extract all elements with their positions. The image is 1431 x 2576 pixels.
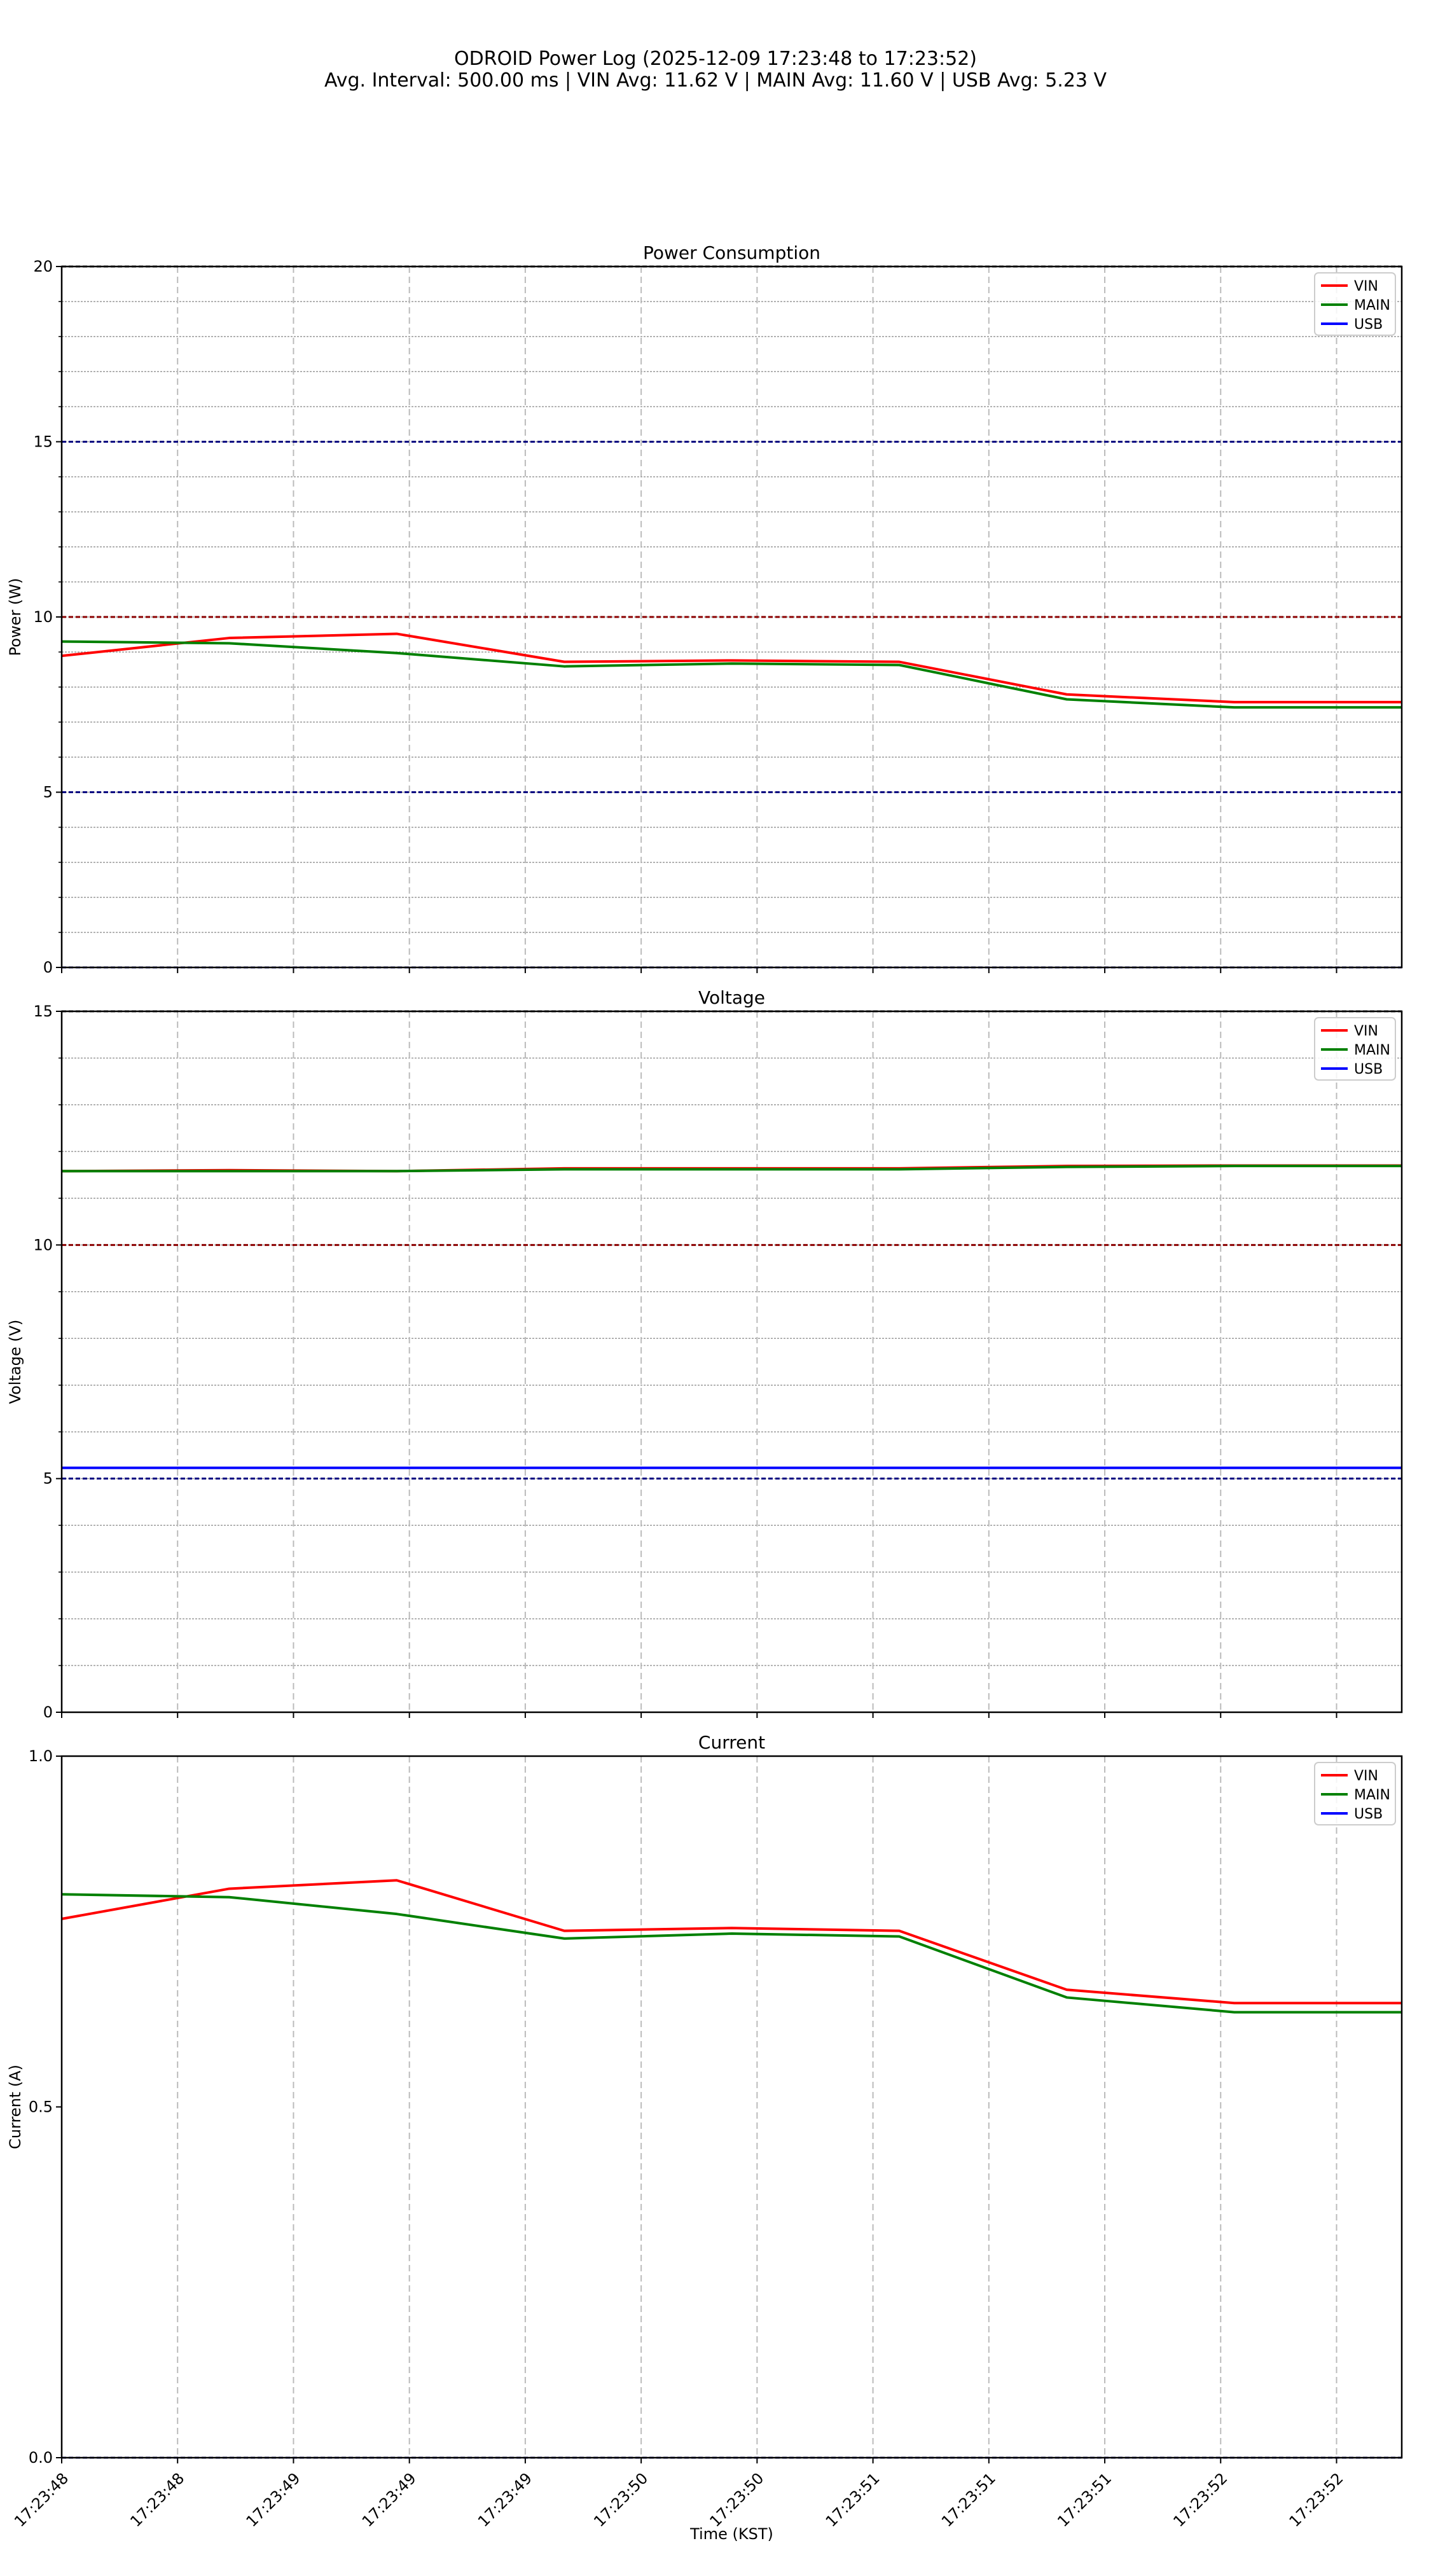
y-axis-label: Voltage (V): [6, 1320, 24, 1404]
x-tick-label: 17:23:51: [822, 2469, 883, 2530]
y-tick-label: 15: [33, 1002, 53, 1020]
series-line-main: [62, 1165, 1402, 1173]
x-tick-label: 17:23:52: [1170, 2469, 1231, 2530]
legend: VIN MAIN USB: [1314, 1017, 1396, 1081]
legend-box: [1314, 1017, 1396, 1081]
x-tick-label: 17:23:50: [590, 2469, 651, 2530]
series-line-main: [61, 1893, 1402, 2014]
y-axis-label: Power (W): [6, 578, 24, 656]
y-tick-label: 20: [33, 258, 53, 275]
y-tick-label: 0.0: [29, 2449, 53, 2467]
x-tick-label: 17:23:48: [11, 2469, 72, 2530]
axes-voltage: 0 5 10 15 Voltage Voltage (V) VIN MAIN USB: [6, 987, 1403, 1721]
y-tick-label: 0: [43, 959, 53, 976]
axes-title: Power Consumption: [643, 242, 820, 263]
y-tick-label: 1.0: [29, 1747, 53, 1765]
y-tick-label: 0.5: [29, 2098, 53, 2116]
axes-title: Current: [698, 1732, 765, 1753]
x-tick-label: 17:23:49: [243, 2469, 304, 2530]
y-tick-label: 5: [43, 784, 53, 801]
legend-label-vin: VIN: [1354, 1768, 1378, 1784]
axes-frame: [60, 265, 1403, 969]
y-tick-label: 10: [33, 608, 53, 626]
axes-current: 17:23:48 17:23:48 17:23:49 17:23:49 17:23:49…: [6, 1732, 1403, 2543]
legend-label-vin: VIN: [1354, 279, 1378, 294]
y-axis-label: Current (A): [6, 2065, 24, 2149]
x-tick-label: 17:23:51: [938, 2469, 999, 2530]
y-tick-label: 15: [33, 433, 53, 451]
series-line-main: [61, 640, 1402, 709]
axes-frame: [60, 1010, 1403, 1714]
x-tick-label: 17:23:50: [706, 2469, 767, 2530]
figure-subtitle: Avg. Interval: 500.00 ms | VIN Avg: 11.6…: [324, 69, 1107, 92]
x-tick-label: 17:23:49: [359, 2469, 420, 2530]
legend-label-main: MAIN: [1354, 1042, 1390, 1058]
x-tick-label: 17:23:48: [127, 2469, 188, 2530]
legend-box: [1314, 1762, 1396, 1825]
x-axis-label: Time (KST): [689, 2525, 773, 2543]
axes-power-consumption: 0 5 10 15 20 Power Consumption Power (W) VIN MAI…: [6, 242, 1403, 976]
legend-label-usb: USB: [1354, 317, 1383, 333]
series-line-vin: [61, 1879, 1402, 2005]
legend-label-usb: USB: [1354, 1062, 1383, 1077]
y-tick-label: 10: [33, 1236, 53, 1254]
y-tick-label: 0: [43, 1703, 53, 1721]
x-tick-label: 17:23:51: [1054, 2469, 1115, 2530]
legend-label-vin: VIN: [1354, 1023, 1378, 1039]
x-tick-label: 17:23:49: [474, 2469, 536, 2530]
legend-label-main: MAIN: [1354, 1787, 1390, 1803]
legend-label-main: MAIN: [1354, 298, 1390, 314]
axes-frame: [60, 1755, 1403, 2459]
axes-title: Voltage: [698, 987, 765, 1008]
y-tick-label: 5: [43, 1470, 53, 1488]
legend: VIN MAIN USB: [1314, 272, 1396, 336]
x-tick-label: 17:23:52: [1286, 2469, 1347, 2530]
legend: VIN MAIN USB: [1314, 1762, 1396, 1825]
legend-box: [1314, 272, 1396, 336]
legend-label-usb: USB: [1354, 1806, 1383, 1822]
figure-title: ODROID Power Log (2025-12-09 17:23:48 to…: [454, 48, 977, 70]
